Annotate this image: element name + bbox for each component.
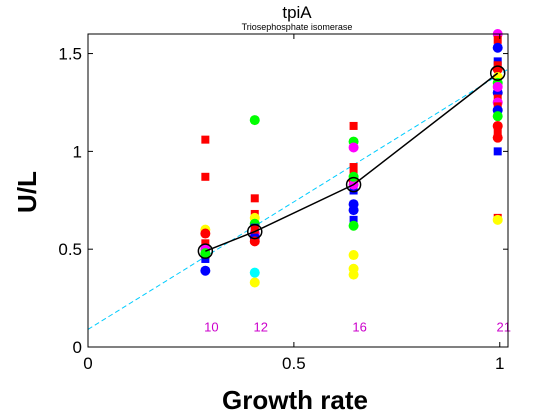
data-point-square	[493, 61, 502, 70]
x-tick-label: 0	[83, 354, 92, 373]
data-point-square	[201, 254, 210, 263]
y-axis-label: U/L	[12, 171, 42, 213]
group-count-label: 21	[496, 319, 510, 334]
data-point-square	[349, 121, 358, 130]
y-axis-ticks: 0 0.5 1 1.5	[58, 45, 508, 357]
data-point-square	[201, 172, 210, 181]
data-point-circle	[492, 42, 503, 53]
data-point-square	[493, 147, 502, 156]
x-axis-label: Growth rate	[222, 385, 368, 415]
y-tick-label: 0	[73, 338, 82, 357]
data-point-circle	[492, 111, 503, 122]
data-points-layer	[200, 29, 503, 288]
data-point-square	[201, 135, 210, 144]
y-tick-label: 1.5	[58, 45, 82, 64]
mean-marker	[489, 65, 506, 81]
mean-line	[205, 72, 499, 252]
data-point-circle	[348, 142, 359, 153]
data-point-square	[201, 239, 210, 248]
data-point-circle	[492, 132, 503, 143]
data-point-circle	[249, 277, 260, 288]
data-point-circle	[492, 81, 503, 92]
x-tick-label: 1	[495, 354, 504, 373]
fit-line	[87, 68, 509, 330]
data-point-square	[349, 186, 358, 195]
data-point-circle	[348, 205, 359, 216]
group-count-label: 16	[352, 319, 366, 334]
data-point-circle	[200, 265, 211, 276]
chart-subtitle: Triosephosphate isomerase	[242, 22, 353, 32]
data-point-square	[349, 215, 358, 224]
data-point-circle	[348, 250, 359, 261]
data-point-square	[250, 225, 259, 234]
data-point-square	[349, 163, 358, 172]
group-count-label: 12	[254, 319, 268, 334]
data-point-circle	[348, 269, 359, 280]
data-point-circle	[348, 171, 359, 182]
y-tick-label: 1	[73, 142, 82, 161]
data-point-square	[493, 127, 502, 136]
x-tick-label: 0.5	[282, 354, 306, 373]
data-point-circle	[249, 115, 260, 126]
data-point-square	[250, 194, 259, 203]
mean-line-layer	[197, 65, 506, 259]
count-labels-layer: 10 12 16 21	[204, 319, 511, 334]
fit-line-layer	[87, 68, 509, 330]
group-count-label: 10	[204, 319, 218, 334]
data-point-circle	[348, 220, 359, 231]
mean-marker	[197, 243, 214, 259]
mean-marker	[247, 223, 263, 240]
x-axis-ticks: 0 0.5 1	[83, 34, 504, 373]
data-point-square	[493, 35, 502, 44]
plot-frame	[87, 33, 509, 348]
data-point-circle	[492, 214, 503, 225]
data-point-circle	[200, 228, 211, 239]
mean-marker	[345, 176, 362, 193]
chart-title: tpiA	[282, 3, 312, 22]
y-tick-label: 0.5	[58, 240, 82, 259]
data-point-circle	[249, 267, 260, 278]
